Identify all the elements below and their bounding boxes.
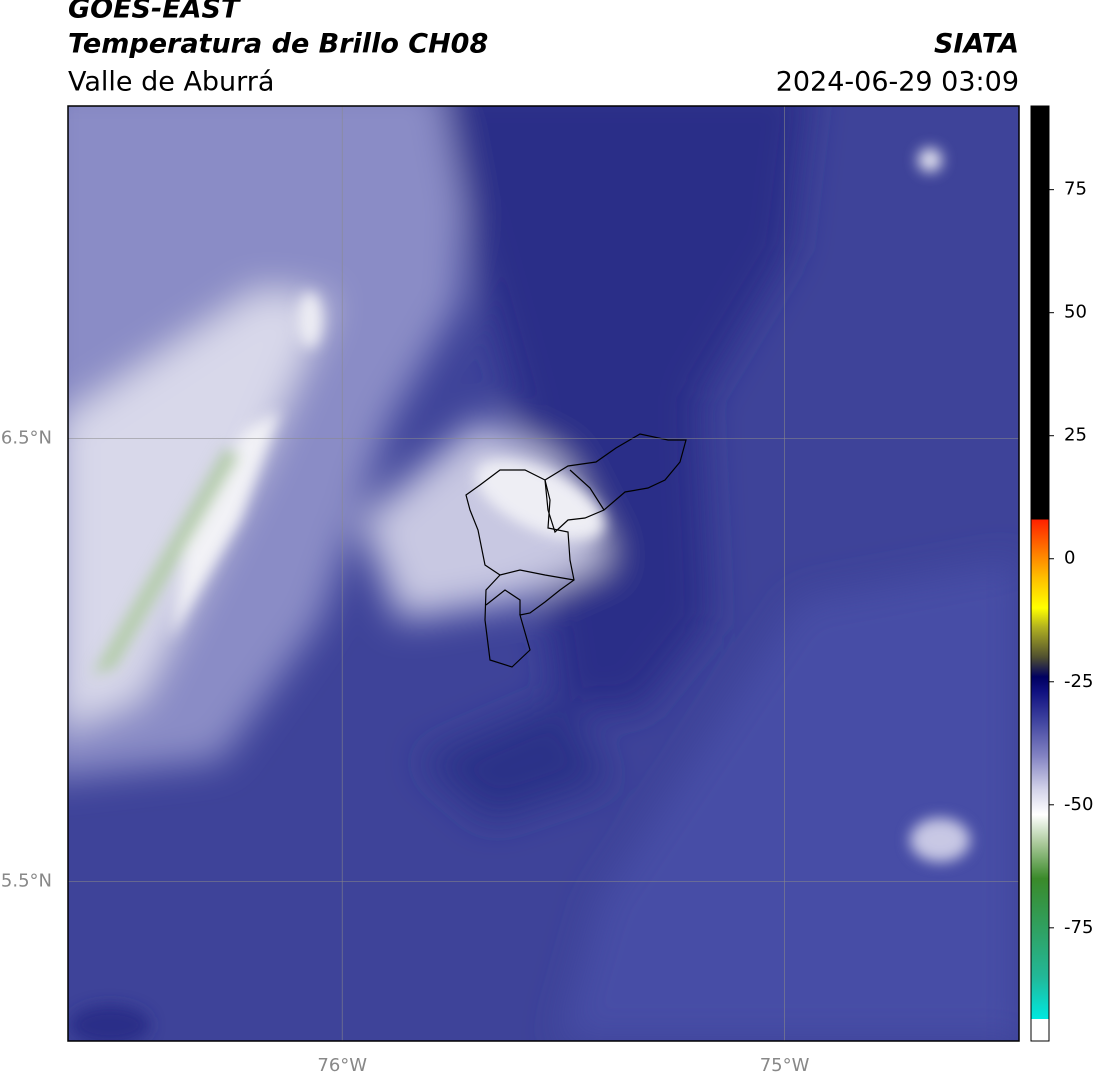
region [910,818,970,862]
colorbar [1031,106,1049,1041]
colorbar-tick-label: 25 [1064,425,1087,446]
boundary [465,469,575,668]
y-tick-label: 6.5°N [1,427,52,448]
colorbar-tick-label: -25 [1064,671,1093,692]
colorbar-tick-label: 75 [1064,179,1087,200]
boundary [499,569,575,581]
region [918,148,942,172]
satellite-image [68,106,1019,1041]
y-tick-label: 5.5°N [1,870,52,891]
colorbar-frame [1030,105,1050,1042]
region [70,1005,150,1041]
region [420,700,610,820]
subtitle: Temperatura de Brillo CH08 [68,29,488,60]
region [444,106,807,710]
title: GOES-EAST [68,0,242,25]
region [360,420,610,620]
colorbar-tick-label: 0 [1064,548,1075,569]
boundary [544,433,687,534]
gridlines [68,106,1019,1041]
region [560,560,1019,1041]
boundary [569,469,605,511]
region: Valle de Aburrá [68,67,274,98]
source: SIATA [934,29,1019,60]
colorbar-tick-label: 50 [1064,302,1087,323]
x-tick-label: 75°W [760,1055,810,1076]
aburra-boundaries [465,433,687,668]
colorbar-tick-label: -75 [1064,917,1093,938]
boundary [485,589,521,615]
region [170,410,280,640]
colorbar-tick-label: -50 [1064,794,1093,815]
map-frame [67,105,1020,1042]
x-tick-label: 76°W [317,1055,367,1076]
region [92,448,240,675]
region [298,292,322,348]
datetime: 2024-06-29 03:09 [776,67,1019,98]
